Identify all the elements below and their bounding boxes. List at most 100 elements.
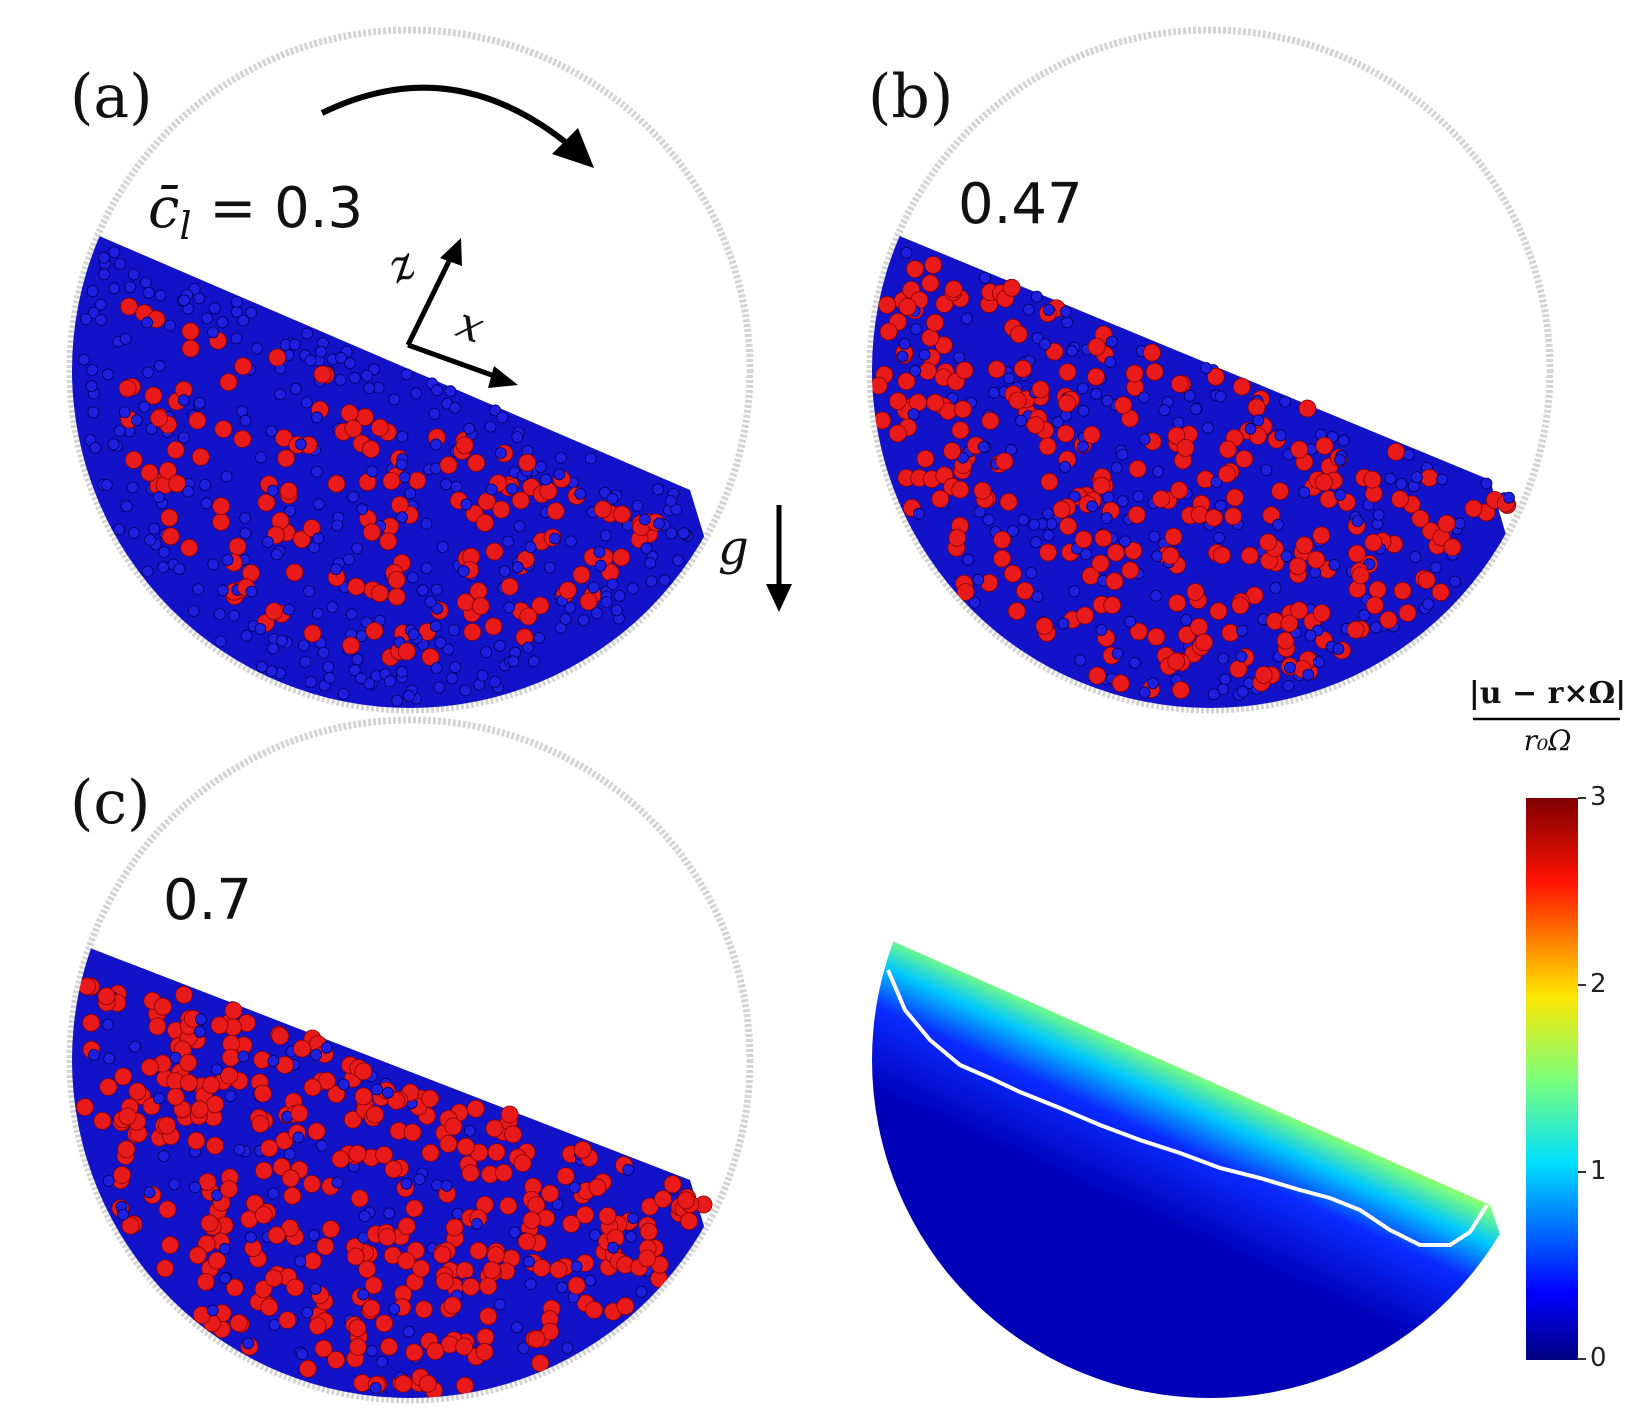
large-particle bbox=[921, 274, 940, 293]
small-particle bbox=[395, 665, 408, 678]
large-particle bbox=[906, 260, 924, 279]
large-particle bbox=[212, 497, 231, 516]
large-particle bbox=[585, 1301, 603, 1319]
small-particle bbox=[909, 364, 922, 377]
small-particle bbox=[1025, 567, 1038, 579]
small-particle bbox=[635, 1286, 648, 1298]
large-particle bbox=[935, 336, 953, 355]
large-particle bbox=[504, 1125, 522, 1144]
large-particle bbox=[331, 1150, 350, 1169]
small-particle bbox=[1351, 515, 1364, 527]
small-particle bbox=[488, 676, 501, 688]
large-particle bbox=[140, 463, 159, 482]
small-particle bbox=[331, 519, 344, 532]
large-particle bbox=[257, 493, 276, 512]
large-particle bbox=[1059, 517, 1077, 535]
large-particle bbox=[1232, 377, 1251, 396]
large-particle bbox=[140, 1058, 159, 1077]
small-particle bbox=[420, 562, 433, 574]
large-particle bbox=[1087, 367, 1105, 386]
small-particle bbox=[360, 369, 373, 382]
large-particle bbox=[166, 441, 185, 459]
small-particle bbox=[652, 483, 664, 496]
large-particle bbox=[500, 1105, 519, 1124]
small-particle bbox=[1138, 686, 1151, 699]
small-particle bbox=[1147, 677, 1159, 690]
small-particle bbox=[1214, 499, 1227, 512]
small-particle bbox=[1328, 558, 1341, 571]
large-particle bbox=[993, 549, 1011, 568]
small-particle bbox=[1411, 471, 1423, 484]
large-particle bbox=[1290, 440, 1309, 459]
large-particle bbox=[303, 1078, 322, 1097]
large-particle bbox=[321, 1220, 340, 1238]
small-particle bbox=[1252, 414, 1265, 427]
large-particle bbox=[421, 648, 440, 666]
small-particle bbox=[218, 1242, 231, 1255]
small-particle bbox=[1274, 429, 1287, 442]
small-particle bbox=[200, 497, 213, 510]
large-particle bbox=[1129, 622, 1148, 641]
small-particle bbox=[449, 401, 461, 414]
large-particle bbox=[916, 449, 935, 468]
large-particle bbox=[455, 1261, 474, 1280]
small-particle bbox=[962, 553, 974, 566]
small-particle bbox=[1030, 290, 1043, 303]
small-particle bbox=[154, 289, 167, 302]
large-particle bbox=[179, 1053, 198, 1072]
small-particle bbox=[347, 490, 360, 503]
small-particle bbox=[145, 422, 158, 435]
small-particle bbox=[157, 1150, 170, 1163]
small-particle bbox=[239, 527, 252, 540]
large-particle bbox=[638, 1249, 656, 1268]
large-particle bbox=[531, 596, 550, 615]
small-particle bbox=[507, 655, 520, 668]
small-particle bbox=[102, 1175, 115, 1187]
large-particle bbox=[251, 1115, 270, 1133]
large-particle bbox=[387, 587, 406, 606]
small-particle bbox=[114, 257, 126, 270]
small-particle bbox=[1302, 668, 1315, 681]
large-particle bbox=[1114, 396, 1133, 415]
small-particle bbox=[622, 1163, 635, 1176]
large-particle bbox=[219, 373, 238, 392]
small-particle bbox=[216, 316, 229, 329]
small-particle bbox=[108, 282, 121, 295]
small-particle bbox=[568, 1181, 581, 1194]
small-particle bbox=[430, 583, 443, 596]
small-particle bbox=[148, 522, 161, 535]
small-particle bbox=[463, 422, 476, 435]
small-particle bbox=[1042, 303, 1055, 316]
large-particle bbox=[1107, 543, 1125, 562]
large-particle bbox=[1128, 459, 1147, 478]
large-particle bbox=[484, 617, 503, 636]
small-particle bbox=[363, 382, 376, 395]
colorbar bbox=[1526, 798, 1578, 1360]
large-particle bbox=[181, 322, 200, 341]
large-particle bbox=[405, 1343, 424, 1362]
large-particle bbox=[82, 1013, 100, 1032]
small-particle bbox=[1057, 617, 1070, 630]
small-particle bbox=[168, 1178, 181, 1191]
gravity-label: g bbox=[718, 520, 749, 576]
large-particle bbox=[1312, 604, 1331, 622]
small-particle bbox=[896, 350, 909, 363]
small-particle bbox=[95, 314, 107, 326]
large-particle bbox=[897, 372, 916, 391]
small-particle bbox=[239, 414, 252, 427]
small-particle bbox=[430, 662, 443, 674]
small-particle bbox=[267, 1055, 280, 1067]
large-particle bbox=[456, 1137, 475, 1156]
small-particle bbox=[310, 1048, 323, 1061]
large-particle bbox=[549, 1260, 568, 1279]
small-particle bbox=[101, 1018, 114, 1031]
large-particle bbox=[981, 411, 1000, 430]
small-particle bbox=[267, 642, 280, 655]
large-particle bbox=[200, 1214, 219, 1233]
large-particle bbox=[265, 602, 283, 621]
small-particle bbox=[910, 323, 922, 336]
large-particle bbox=[541, 1184, 559, 1203]
large-particle bbox=[254, 1206, 273, 1224]
small-particle bbox=[982, 514, 995, 526]
small-particle bbox=[511, 1321, 523, 1334]
